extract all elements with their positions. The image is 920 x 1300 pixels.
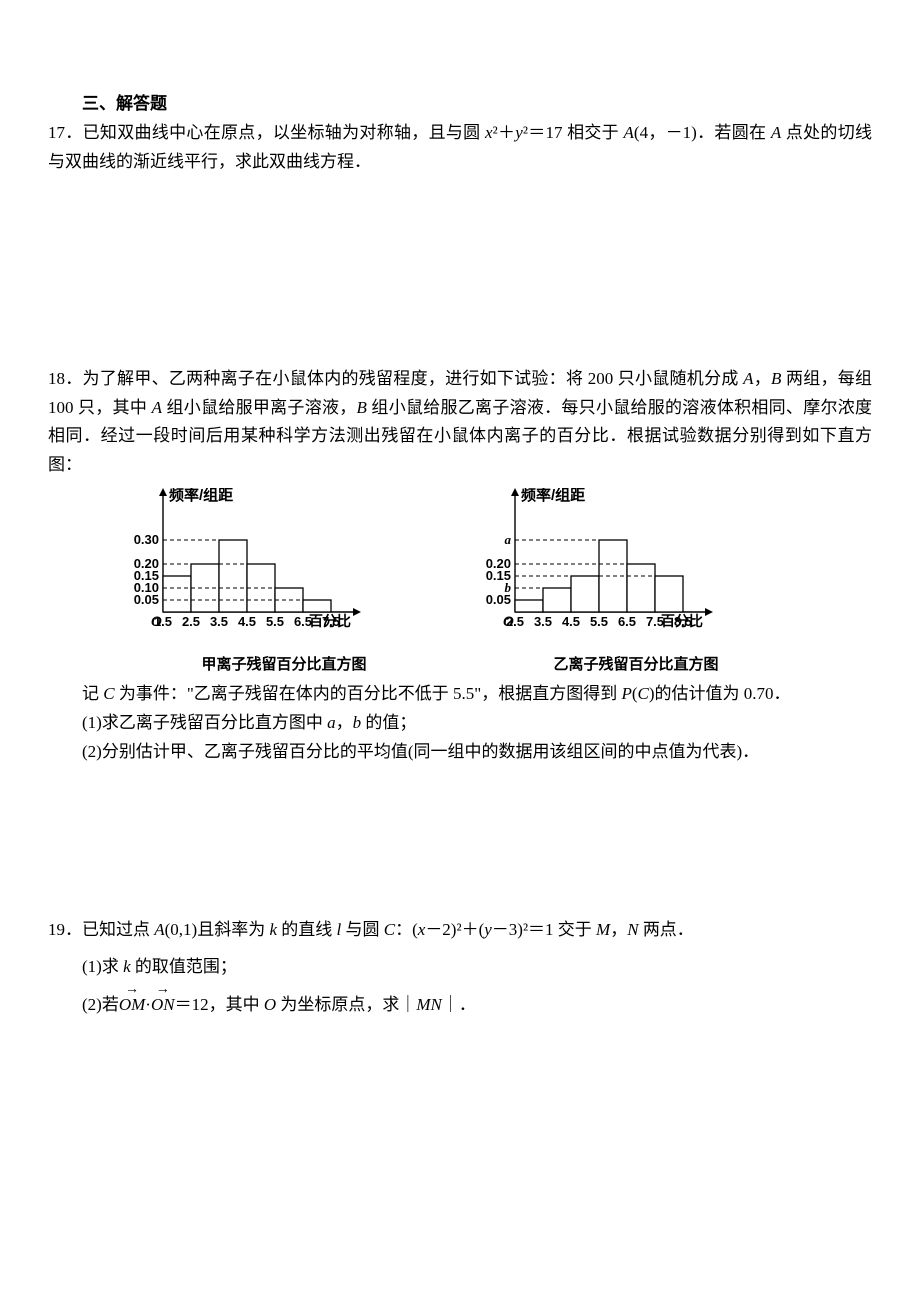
q19-p2a: (2)若 (82, 995, 119, 1014)
q17-num: 17． (48, 123, 83, 142)
q19-l1e: ：( (395, 920, 418, 939)
vector-on: ON (151, 988, 175, 1020)
svg-text:a: a (505, 532, 512, 547)
q18-P: P (621, 684, 631, 703)
q19-part2: (2)若OM·ON＝12，其中 O 为坐标原点，求｜MN｜． (48, 988, 872, 1020)
svg-text:百分比: 百分比 (309, 613, 351, 629)
spacer (48, 185, 872, 365)
q17-t1: 已知双曲线中心在原点，以坐标轴为对称轴，且与圆 (83, 123, 485, 142)
q19-l1b: (0,1)且斜率为 (165, 920, 270, 939)
q18-ed: )的估计值为 0.70． (649, 684, 791, 703)
chart-2-wrap: 频率/组距0.05b0.150.20aO2.53.54.55.56.57.58.… (469, 488, 803, 678)
q18-ea: 记 (82, 684, 103, 703)
section-title-text: 三、解答题 (82, 94, 167, 113)
q18-num: 18． (48, 369, 83, 388)
svg-text:2.5: 2.5 (506, 614, 524, 629)
q19-k: k (269, 920, 277, 939)
q19-l1c: 的直线 (277, 920, 337, 939)
q19-p1a: (1)求 (82, 957, 123, 976)
q19-O: O (264, 995, 276, 1014)
q19-C: C (384, 920, 395, 939)
q17-x: x (485, 123, 493, 142)
chart-2: 频率/组距0.05b0.150.20aO2.53.54.55.56.57.58.… (469, 488, 803, 650)
q19-l1g: －3)²＝1 交于 (492, 920, 596, 939)
q19-y: y (484, 920, 492, 939)
q18-B: B (771, 369, 781, 388)
svg-text:0.20: 0.20 (486, 556, 511, 571)
q18-event: 记 C 为事件："乙离子残留在体内的百分比不低于 5.5"，根据直方图得到 P(… (48, 680, 872, 709)
q19-N: N (627, 920, 638, 939)
q18-c2: ， (336, 713, 353, 732)
question-19: 19．已知过点 A(0,1)且斜率为 k 的直线 l 与圆 C：(x－2)²＋(… (48, 916, 872, 945)
section-heading: 三、解答题 (48, 90, 872, 119)
q18-p1: (1)求乙离子残留百分比直方图中 (82, 713, 327, 732)
q17-t4: (4，－1)．若圆在 (634, 123, 771, 142)
q18-C: C (103, 684, 114, 703)
vector-om: OM (119, 988, 145, 1020)
q19-l1f: －2)²＋( (425, 920, 484, 939)
chart-2-caption: 乙离子残留百分比直方图 (469, 652, 803, 678)
svg-text:3.5: 3.5 (534, 614, 552, 629)
q18-eb: 为事件："乙离子残留在体内的百分比不低于 5.5"，根据直方图得到 (115, 684, 622, 703)
q18-a: a (327, 713, 336, 732)
svg-text:3.5: 3.5 (210, 614, 228, 629)
q18-b: b (353, 713, 362, 732)
svg-text:0.30: 0.30 (134, 532, 159, 547)
q18-C2: C (638, 684, 649, 703)
chart-1-caption: 甲离子残留百分比直方图 (117, 652, 451, 678)
question-17: 17．已知双曲线中心在原点，以坐标轴为对称轴，且与圆 x²＋y²＝17 相交于 … (48, 119, 872, 177)
q18-c1: ， (754, 369, 772, 388)
q19-k2: k (123, 957, 131, 976)
q18-A2: A (152, 398, 162, 417)
svg-text:6.5: 6.5 (618, 614, 636, 629)
svg-text:5.5: 5.5 (266, 614, 284, 629)
q17-y: y (515, 123, 523, 142)
q19-p2d: ｜． (442, 995, 476, 1014)
q19-p2b: ＝12，其中 (175, 995, 264, 1014)
svg-text:5.5: 5.5 (590, 614, 608, 629)
q19-MN: MN (416, 995, 442, 1014)
svg-text:百分比: 百分比 (661, 613, 703, 629)
q19-l1a: 已知过点 (82, 920, 154, 939)
svg-text:4.5: 4.5 (562, 614, 580, 629)
q18-part1: (1)求乙离子残留百分比直方图中 a，b 的值； (48, 709, 872, 738)
q19-M: M (596, 920, 610, 939)
q19-l1d: 与圆 (341, 920, 384, 939)
q18-A: A (743, 369, 753, 388)
spacer-2 (48, 766, 872, 916)
q18-ic: 组小鼠给服甲离子溶液， (162, 398, 357, 417)
q18-B2: B (357, 398, 367, 417)
q18-p2: (2)分别估计甲、乙离子残留百分比的平均值(同一组中的数据用该组区间的中点值为代… (82, 742, 759, 761)
chart-1: 频率/组距0.050.100.150.200.30O1.52.53.54.55.… (117, 488, 451, 650)
question-18: 18．为了解甲、乙两种离子在小鼠体内的残留程度，进行如下试验：将 200 只小鼠… (48, 365, 872, 481)
svg-text:2.5: 2.5 (182, 614, 200, 629)
svg-text:4.5: 4.5 (238, 614, 256, 629)
svg-text:0.20: 0.20 (134, 556, 159, 571)
histogram-figures: 频率/组距0.050.100.150.200.30O1.52.53.54.55.… (48, 488, 872, 678)
q17-t2: ²＋ (493, 123, 516, 142)
q19-num: 19． (48, 920, 82, 939)
q19-A: A (154, 920, 164, 939)
q18-p1b: 的值； (361, 713, 416, 732)
q19-comma: ， (610, 920, 627, 939)
svg-text:频率/组距: 频率/组距 (169, 488, 233, 504)
q19-p2c: 为坐标原点，求｜ (276, 995, 416, 1014)
svg-text:频率/组距: 频率/组距 (521, 488, 585, 504)
q19-l1h: 两点． (639, 920, 694, 939)
chart-1-wrap: 频率/组距0.050.100.150.200.30O1.52.53.54.55.… (117, 488, 451, 678)
q17-A: A (624, 123, 634, 142)
q19-p1b: 的取值范围； (131, 957, 237, 976)
q17-A2: A (771, 123, 781, 142)
q18-ia: 为了解甲、乙两种离子在小鼠体内的残留程度，进行如下试验：将 200 只小鼠随机分… (83, 369, 744, 388)
svg-text:1.5: 1.5 (154, 614, 172, 629)
q17-t3: ²＝17 相交于 (523, 123, 624, 142)
q18-part2: (2)分别估计甲、乙离子残留百分比的平均值(同一组中的数据用该组区间的中点值为代… (48, 738, 872, 767)
